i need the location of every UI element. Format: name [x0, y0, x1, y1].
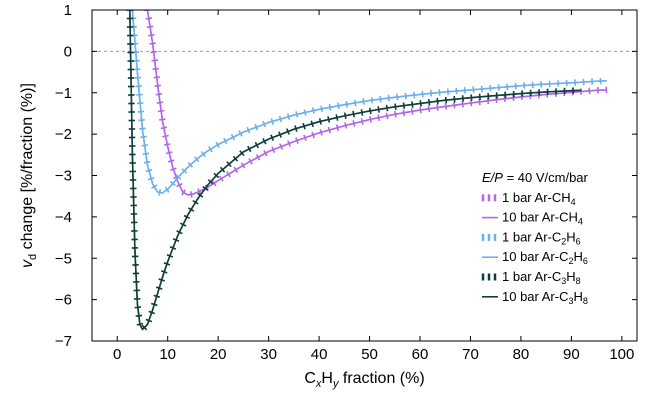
legend-label: 1 bar Ar-C2H6 [502, 229, 581, 246]
x-tick-label: 60 [412, 346, 429, 363]
x-tick-label: 0 [113, 346, 121, 363]
series-line-10-bar-ar-ch4 [148, 10, 607, 195]
y-tick-label: −3 [55, 168, 72, 185]
y-tick-label: 0 [64, 43, 72, 60]
y-tick-label: −7 [55, 333, 72, 350]
legend-item: 10 bar Ar-C3H8 [482, 289, 588, 306]
series-line-1-bar-ar-c2h6 [132, 10, 606, 193]
x-tick-label: 50 [361, 346, 378, 363]
series-line-10-bar-ar-c2h6 [132, 10, 606, 193]
y-tick-label: −6 [55, 292, 72, 309]
legend-item: 1 bar Ar-C2H6 [483, 229, 581, 246]
legend-item: 1 bar Ar-C3H8 [483, 269, 581, 286]
y-tick-label: 1 [64, 2, 72, 19]
axis-labels: CxHy fraction (%) vd change [%/fraction (… [19, 83, 425, 390]
x-tick-label: 20 [210, 346, 227, 363]
x-tick-label: 70 [462, 346, 479, 363]
x-tick-label: 90 [563, 346, 580, 363]
x-axis-label: CxHy fraction (%) [304, 370, 424, 390]
legend-item: 10 bar Ar-CH4 [482, 210, 583, 227]
x-tick-label: 40 [311, 346, 328, 363]
legend-item: 1 bar Ar-CH4 [483, 190, 576, 207]
x-tick-label: 30 [260, 346, 277, 363]
legend: E/P = 40 V/cm/bar 1 bar Ar-CH4 10 bar Ar-C… [482, 170, 589, 306]
y-tick-label: −4 [55, 209, 72, 226]
y-tick-label: −2 [55, 126, 72, 143]
x-tick-label: 80 [513, 346, 530, 363]
y-tick-label: −1 [55, 85, 72, 102]
x-tick-label: 100 [609, 346, 634, 363]
y-axis-label: vd change [%/fraction (%)] [19, 83, 39, 268]
y-tick-label: −5 [55, 250, 72, 267]
legend-header: E/P = 40 V/cm/bar [482, 170, 589, 185]
legend-label: 1 bar Ar-C3H8 [502, 269, 581, 286]
legend-item: 10 bar Ar-C2H6 [482, 249, 588, 266]
legend-label: 1 bar Ar-CH4 [502, 190, 576, 207]
x-tick-label: 10 [159, 346, 176, 363]
legend-label: 10 bar Ar-CH4 [502, 210, 583, 227]
legend-label: 10 bar Ar-C2H6 [502, 249, 588, 266]
series-line-1-bar-ar-ch4 [148, 10, 607, 195]
legend-label: 10 bar Ar-C3H8 [502, 289, 588, 306]
